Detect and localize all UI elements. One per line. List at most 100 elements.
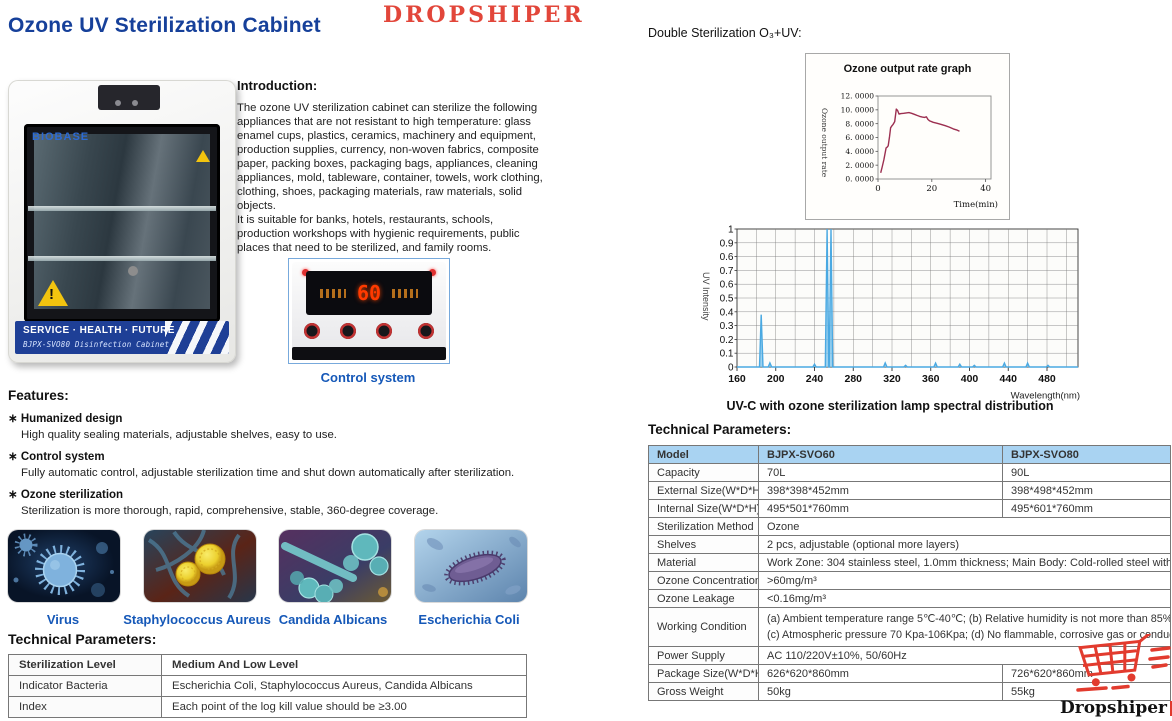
cabinet-shelf [28, 256, 216, 261]
svg-text:400: 400 [961, 373, 979, 385]
left-technical-parameters-heading: Technical Parameters: [8, 631, 157, 647]
svg-text:0.7: 0.7 [720, 266, 734, 277]
banner-slogan: SERVICE · HEALTH · FUTURE [23, 325, 175, 336]
power-led-icon [429, 269, 436, 276]
svg-text:0.1: 0.1 [720, 349, 734, 360]
table-row: Sterilization Level Medium And Low Level [8, 654, 527, 676]
svg-text:240: 240 [806, 373, 824, 385]
row-label: Sterilization Level [8, 654, 162, 676]
table-row: Working Condition (a) Ambient temperatur… [648, 606, 1171, 648]
svg-text:480: 480 [1038, 373, 1056, 385]
svg-text:40: 40 [980, 184, 991, 194]
table-header-row: Model BJPX-SVO60 BJPX-SVO80 [648, 445, 1171, 464]
ozone-chart-plot: 0. 0000 2. 0000 4. 0000 6. 0000 8. 0000 10. 0… [820, 92, 998, 210]
banner-model-text: BJPX-SVO80 Disinfection Cabinet [23, 340, 170, 349]
control-system-photo: 60 [288, 258, 450, 364]
svg-text:0.5: 0.5 [720, 294, 734, 305]
svg-text:6. 0000: 6. 0000 [845, 133, 874, 142]
control-system-caption: Control system [320, 370, 416, 385]
svg-text:280: 280 [844, 373, 862, 385]
svg-text:0.4: 0.4 [720, 307, 734, 318]
microbe-caption-candida: Candida Albicans [278, 612, 388, 627]
staphylococcus-photo [144, 530, 256, 602]
control-panel: 60 [292, 262, 446, 360]
svg-text:440: 440 [999, 373, 1017, 385]
header-model: Model [648, 445, 759, 464]
feature-title: ∗ Control system [8, 451, 105, 463]
introduction-paragraph-2: It is suitable for banks, hotels, restau… [237, 214, 520, 254]
table-row: Gross Weight 50kg 55kg [648, 682, 1171, 702]
svg-text:0.2: 0.2 [720, 335, 734, 346]
logo-name: Dropshiper [1060, 698, 1167, 718]
cabinet-panel-knobs [115, 100, 121, 106]
table-row: Index Each point of the log kill value s… [8, 696, 527, 718]
table-row: Shelves 2 pcs, adjustable (optional more… [648, 535, 1171, 554]
svg-text:1: 1 [728, 225, 734, 236]
feature-title: ∗ Ozone sterilization [8, 489, 124, 501]
asterisk-bullet-icon: ∗ [8, 489, 18, 501]
virus-photo [8, 530, 120, 602]
dropshiper-watermark: DROPSHIPER [383, 2, 585, 28]
svg-text:0: 0 [875, 184, 880, 194]
uv-chart-caption: UV-C with ozone sterilization lamp spect… [726, 399, 1054, 413]
svg-text:160: 160 [728, 373, 746, 385]
table-row: Sterilization Method Ozone [648, 517, 1171, 536]
svg-text:0.6: 0.6 [720, 252, 734, 263]
svg-text:360: 360 [922, 373, 940, 385]
microbe-caption-virus: Virus [46, 612, 80, 627]
microbe-caption-ecoli: Escherichia Coli [418, 612, 520, 627]
ozone-chart-title: Ozone output rate graph [843, 63, 972, 75]
svg-text:Ozone output rate: Ozone output rate [820, 108, 829, 178]
svg-text:12. 0000: 12. 0000 [841, 92, 875, 101]
table-row: Material Work Zone: 304 stainless steel,… [648, 553, 1171, 572]
asterisk-bullet-icon: ∗ [8, 413, 18, 425]
display-scale-marks [320, 289, 346, 298]
door-lock-knob [128, 266, 138, 276]
cabinet-product-photo: BIOBASE ! SERVICE · HEALTH · FUTURE BJPX… [8, 80, 236, 363]
cabinet-top-control-panel [98, 85, 160, 110]
warning-triangle-icon [196, 150, 210, 162]
model-specifications-table: Model BJPX-SVO60 BJPX-SVO80 Capacity 70L… [648, 445, 1171, 702]
introduction-heading: Introduction: [237, 78, 318, 93]
biobase-brand-label: BIOBASE [32, 131, 90, 143]
row-value: Each point of the log kill value should … [161, 696, 527, 718]
svg-text:0.9: 0.9 [720, 238, 734, 249]
led-display: 60 [306, 271, 432, 315]
features-section: Features: ∗ Humanized design High qualit… [8, 388, 648, 517]
panel-button [340, 323, 356, 339]
row-value: Escherichia Coli, Staphylococcus Aureus,… [161, 675, 527, 697]
svg-text:10. 0000: 10. 0000 [841, 105, 875, 114]
features-heading: Features: [8, 388, 69, 403]
feature-description: High quality sealing materials, adjustab… [21, 429, 337, 441]
table-row: Indicator Bacteria Escherichia Coli, Sta… [8, 675, 527, 697]
introduction-paragraph-1: The ozone UV sterilization cabinet can s… [237, 102, 543, 212]
banner-stripes [165, 321, 229, 354]
svg-text:0. 0000: 0. 0000 [845, 175, 874, 184]
display-scale-marks [392, 289, 418, 298]
status-led-icon [302, 269, 309, 276]
candida-photo [279, 530, 391, 602]
svg-text:0: 0 [728, 363, 734, 374]
cabinet-glass [34, 134, 210, 309]
warning-triangle-icon: ! [38, 280, 68, 306]
cabinet-banner: SERVICE · HEALTH · FUTURE BJPX-SVO80 Dis… [15, 321, 229, 354]
feature-title: ∗ Humanized design [8, 413, 123, 425]
cabinet-shelf [28, 206, 216, 211]
feature-description: Fully automatic control, adjustable ster… [21, 467, 515, 479]
shopping-cart-icon [1076, 632, 1171, 692]
svg-text:0.6: 0.6 [720, 280, 734, 291]
sterilization-parameters-table: Sterilization Level Medium And Low Level… [8, 654, 527, 718]
ecoli-photo [415, 530, 527, 602]
logo-text: Dropshiperco.id [1060, 698, 1172, 718]
right-technical-parameters-heading: Technical Parameters: [648, 422, 792, 437]
svg-text:UV Intensity: UV Intensity [701, 272, 711, 321]
row-label: Indicator Bacteria [8, 675, 162, 697]
svg-text:0.3: 0.3 [720, 321, 734, 332]
table-row: Power Supply AC 110/220V±10%, 50/60Hz [648, 646, 1171, 666]
svg-text:20: 20 [926, 184, 937, 194]
svg-text:8. 0000: 8. 0000 [845, 119, 874, 128]
cabinet-glass-door: BIOBASE ! [24, 124, 220, 322]
logo-domain-badge: co.id [1169, 701, 1172, 716]
panel-button [376, 323, 392, 339]
